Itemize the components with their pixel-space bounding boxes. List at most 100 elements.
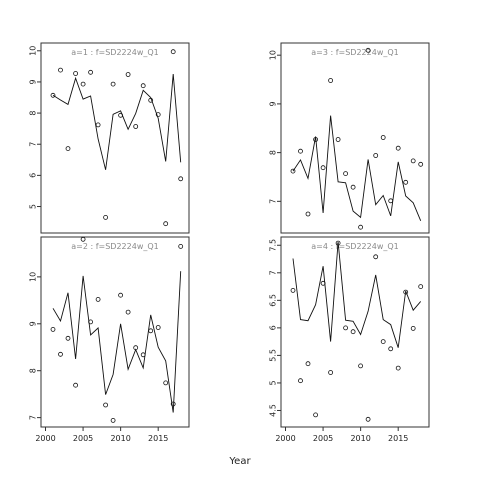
data-point	[365, 47, 371, 53]
y-tick-label: 9	[269, 101, 278, 106]
data-point	[328, 78, 334, 83]
data-point	[50, 326, 56, 332]
data-point	[80, 236, 86, 242]
data-point	[388, 198, 394, 204]
y-tick-label: 8	[269, 150, 278, 155]
x-tick-label: 2005	[73, 434, 93, 443]
data-point	[313, 412, 319, 418]
fitted-line	[52, 74, 182, 170]
data-point	[95, 122, 101, 128]
data-point	[170, 49, 176, 55]
y-tick-label: 10	[29, 272, 38, 282]
panel-frame	[280, 236, 430, 428]
data-point	[125, 72, 131, 77]
x-axis-label: Year	[229, 456, 251, 467]
data-point	[305, 361, 311, 367]
x-tick-label: 2010	[350, 434, 370, 443]
x-tick-label: 2000	[35, 434, 55, 443]
y-tick-label: 7	[29, 142, 38, 147]
data-point	[155, 325, 161, 330]
data-point	[58, 67, 63, 73]
data-point	[95, 296, 101, 302]
y-tick-label: 4.5	[269, 404, 278, 417]
data-point	[103, 214, 108, 220]
panel-a2: a=2 : f=SD2224w_Q1 7 8 9 10 2000 2005 2010 2015	[29, 236, 190, 443]
data-point	[133, 124, 139, 129]
data-point	[290, 168, 296, 174]
data-point	[298, 148, 303, 154]
data-point	[395, 145, 401, 151]
y-tick-label: 7	[269, 199, 278, 204]
data-point	[410, 158, 416, 164]
data-point	[418, 161, 424, 167]
data-point	[395, 365, 401, 371]
data-point	[65, 335, 71, 341]
y-tick-label: 7.5	[269, 239, 278, 252]
data-point	[88, 69, 93, 75]
data-point	[358, 224, 364, 230]
y-tick-label: 9	[29, 79, 38, 84]
y-tick-label: 8	[29, 111, 38, 116]
panel-a4: a=4 : f=SD2224w_Q1 4.5 5 5.5 6 6.5 7 7.5 2000 200…	[269, 236, 430, 443]
data-point	[358, 363, 364, 369]
data-point	[73, 71, 78, 76]
data-point	[110, 81, 116, 87]
panel-title: a=4 : f=SD2224w_Q1	[311, 242, 399, 251]
data-point	[298, 378, 303, 384]
data-point	[350, 184, 356, 190]
y-tick-label: 6	[269, 325, 278, 330]
data-point	[148, 328, 154, 334]
data-point	[178, 243, 184, 249]
data-point	[403, 179, 409, 185]
data-point	[335, 137, 341, 142]
data-point	[140, 83, 146, 89]
data-point	[50, 92, 56, 98]
data-point	[290, 287, 296, 293]
data-point	[163, 221, 169, 227]
data-point	[118, 292, 123, 298]
data-point	[380, 135, 386, 140]
data-point	[163, 380, 169, 386]
x-tick-label: 2000	[275, 434, 295, 443]
data-point	[373, 254, 379, 260]
y-tick-label: 8	[29, 368, 38, 373]
data-point	[110, 417, 116, 423]
data-point	[343, 171, 349, 177]
data-point	[410, 325, 416, 331]
y-tick-label: 7	[269, 270, 278, 275]
fitted-line	[292, 241, 422, 348]
y-tick-label: 7	[29, 415, 38, 420]
data-point	[350, 329, 356, 335]
data-point	[418, 284, 424, 290]
data-point	[73, 382, 78, 388]
data-point	[305, 211, 311, 217]
fitted-line	[292, 115, 422, 221]
panel-frame	[40, 42, 190, 234]
x-tick-label: 2005	[313, 434, 333, 443]
data-point	[365, 416, 371, 422]
x-tick-label: 2015	[148, 434, 168, 443]
y-tick-label: 5	[29, 204, 38, 209]
fitted-line	[52, 271, 182, 413]
y-tick-label: 10	[269, 50, 278, 60]
data-point	[125, 309, 131, 315]
panel-frame	[40, 236, 190, 428]
data-point	[65, 146, 71, 152]
y-tick-label: 6.5	[269, 294, 278, 307]
data-point	[388, 346, 394, 352]
data-point	[178, 176, 184, 182]
panel-title: a=1 : f=SD2224w_Q1	[71, 48, 159, 57]
data-point	[380, 339, 386, 345]
y-tick-label: 6	[29, 173, 38, 178]
data-point	[80, 81, 86, 87]
data-point	[343, 325, 349, 331]
y-tick-label: 10	[29, 46, 38, 56]
y-tick-label: 5.5	[269, 349, 278, 362]
x-tick-label: 2010	[110, 434, 130, 443]
panel-title: a=2 : f=SD2224w_Q1	[71, 242, 159, 251]
y-tick-label: 5	[269, 380, 278, 385]
data-point	[320, 165, 326, 171]
panel-a1: a=1 : f=SD2224w_Q1 5 6 7 8 9 10	[29, 42, 190, 234]
